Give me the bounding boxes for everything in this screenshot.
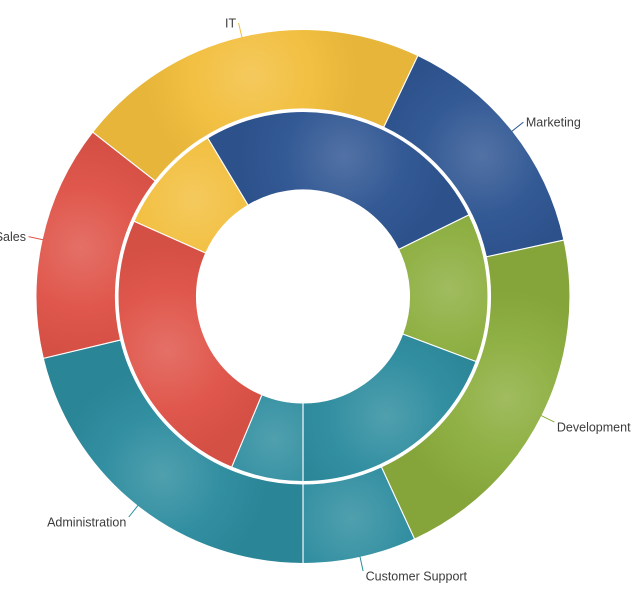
slice-label-development: Development	[557, 421, 631, 435]
slices-layer	[35, 28, 571, 565]
slice-inner-ring-marketing[interactable]	[207, 110, 470, 251]
label-leaders-layer	[28, 22, 555, 572]
slice-label-sales: Sales	[0, 230, 26, 244]
slice-inner-ring-sales[interactable]	[117, 220, 263, 468]
label-leader-sales	[28, 236, 44, 241]
slice-label-marketing: Marketing	[526, 116, 581, 130]
label-leader-marketing	[511, 121, 524, 132]
label-leader-development	[540, 414, 555, 423]
slice-label-customer-support: Customer Support	[366, 570, 468, 584]
slice-label-it: IT	[225, 17, 236, 31]
label-leader-customer-support	[359, 556, 364, 572]
label-leader-it	[238, 22, 243, 38]
slice-outer-ring-sales[interactable]	[35, 131, 156, 359]
slice-label-administration: Administration	[47, 516, 126, 530]
slice-labels-layer: IT Marketing Development Customer Suppor…	[0, 17, 631, 584]
slice-outer-ring-administration[interactable]	[42, 339, 304, 565]
label-leader-administration	[128, 504, 139, 518]
